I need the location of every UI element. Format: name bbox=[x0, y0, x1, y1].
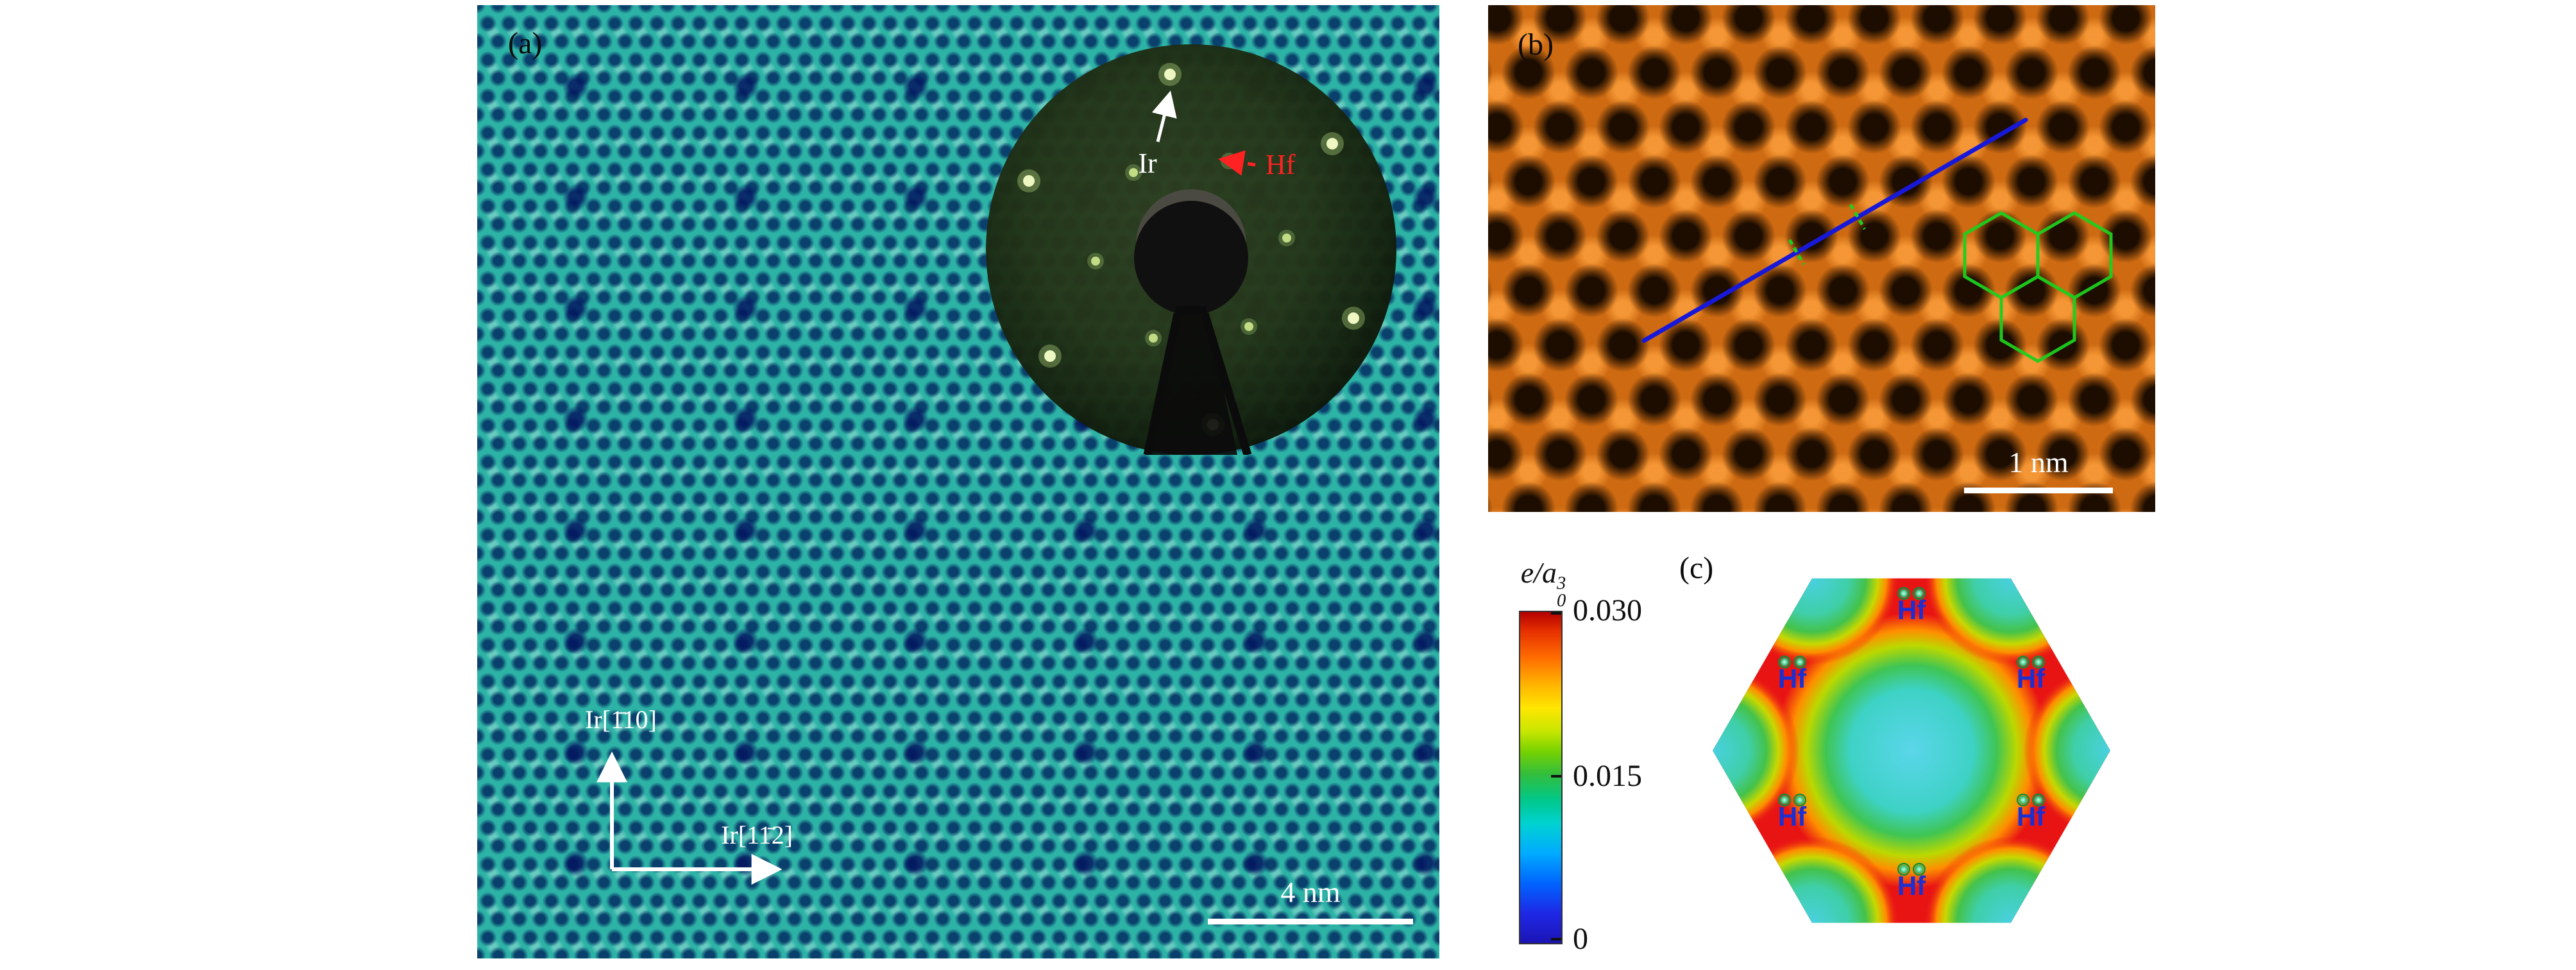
hf-site-label: Hf bbox=[1778, 663, 1807, 693]
hf-spot-label: Hf bbox=[1266, 149, 1296, 180]
panel-b-overlays bbox=[1641, 117, 2113, 363]
colorbar-title-sup: 3 bbox=[1556, 573, 1566, 593]
unit-cell-hexagons bbox=[1963, 211, 2113, 363]
leed-inset: Ir Hf bbox=[986, 44, 1396, 455]
colorbar-title-sub: 0 bbox=[1556, 591, 1566, 611]
ir-spot-label: Ir bbox=[1138, 148, 1157, 179]
hf-site-label: Hf bbox=[1778, 801, 1807, 831]
charge-density-map: Hf Hf Hf Hf Hf bbox=[1713, 578, 2110, 923]
hf-site-label: Hf bbox=[2017, 663, 2046, 693]
hf-site: Hf bbox=[2017, 656, 2046, 693]
hf-site: Hf bbox=[1897, 863, 1926, 901]
profile-distance-markers bbox=[1788, 203, 1867, 266]
hf-site: Hf bbox=[1897, 587, 1926, 625]
colorbar-tick-top: 0.030 bbox=[1573, 593, 1642, 627]
hf-site-label: Hf bbox=[1897, 595, 1926, 625]
line-profile bbox=[1641, 117, 2028, 343]
panel-b-stm-image: (b) 1 nm bbox=[1488, 5, 2155, 512]
panel-a-label: (a) bbox=[508, 26, 543, 60]
axis-horizontal-label: Ir[11̄2] bbox=[721, 821, 793, 849]
hf-site: Hf bbox=[1778, 794, 1807, 831]
hf-site-label: Hf bbox=[1897, 871, 1926, 901]
panel-c-label: (c) bbox=[1679, 551, 1714, 585]
panel-a-scalebar-label: 4 nm bbox=[1280, 876, 1341, 908]
hf-site: Hf bbox=[2017, 794, 2046, 831]
panel-b-scalebar bbox=[1964, 488, 2113, 493]
panel-a-scalebar bbox=[1208, 919, 1413, 924]
hf-spot-annotation: Hf bbox=[1218, 149, 1296, 180]
colorbar-tick-mid: 0.015 bbox=[1573, 759, 1642, 793]
axis-vertical-label: Ir[1̄10] bbox=[585, 705, 657, 734]
panel-a-stm-image: (a) bbox=[477, 5, 1439, 958]
panel-b-scalebar-label: 1 nm bbox=[2008, 446, 2069, 479]
colorbar-tickmark-top bbox=[1551, 612, 1561, 615]
ir-spot-annotation: Ir bbox=[1138, 90, 1177, 179]
colorbar-title: e/a 3 0 bbox=[1520, 556, 1566, 611]
hf-site-label: Hf bbox=[2017, 801, 2046, 831]
colorbar bbox=[1519, 611, 1563, 944]
crystal-axes: Ir[1̄10] Ir[11̄2] bbox=[585, 705, 793, 885]
panel-b-label: (b) bbox=[1518, 28, 1554, 62]
electron-gun-shadow bbox=[1134, 189, 1252, 455]
colorbar-tick-bottom: 0 bbox=[1573, 922, 1588, 956]
hf-sites: Hf Hf Hf Hf Hf bbox=[1778, 587, 2046, 901]
hf-site: Hf bbox=[1778, 656, 1807, 693]
colorbar-tickmark-mid bbox=[1551, 775, 1561, 778]
colorbar-tickmark-bottom bbox=[1551, 938, 1561, 940]
